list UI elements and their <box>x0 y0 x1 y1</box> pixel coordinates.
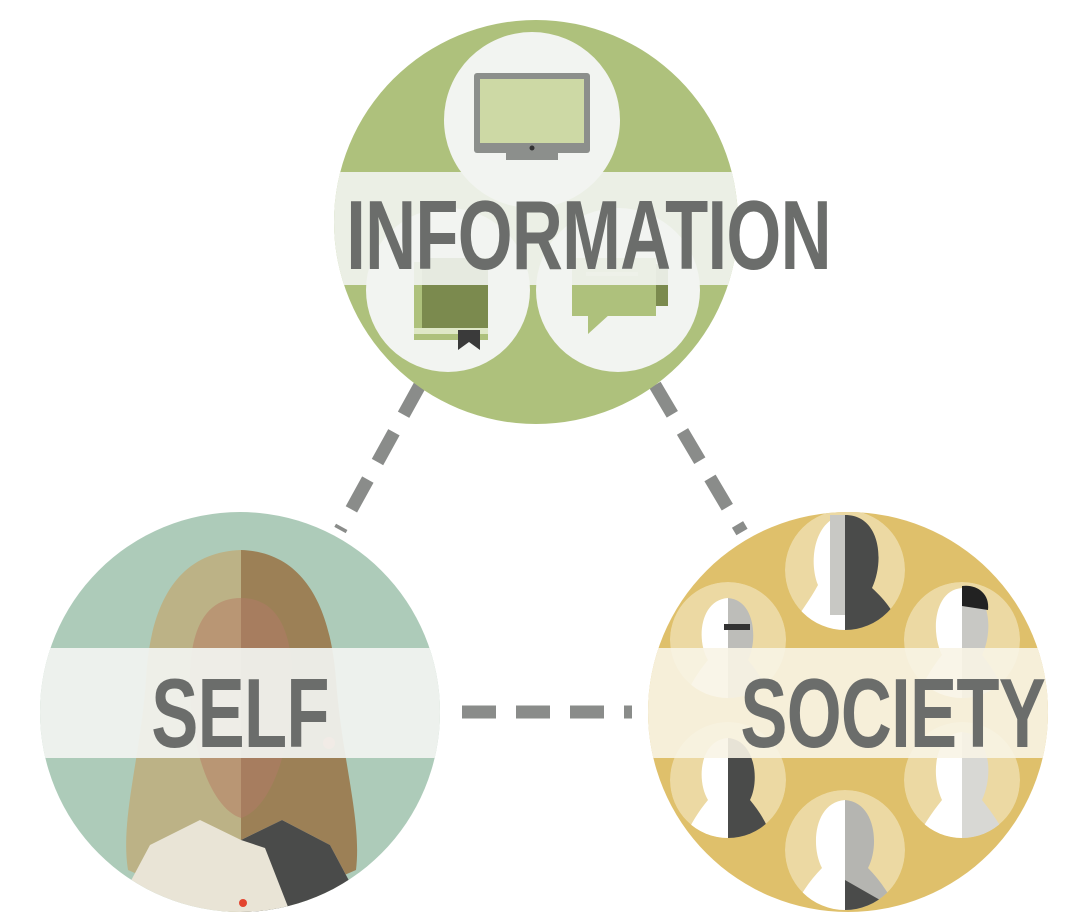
information-label: INFORMATION <box>346 180 831 290</box>
connector-information-self <box>334 381 426 534</box>
label-band <box>648 648 1048 758</box>
label-band <box>40 648 440 758</box>
connectors <box>334 381 748 719</box>
label-band <box>334 172 738 285</box>
self-label: SELF <box>151 658 329 768</box>
connector-information-society <box>649 381 748 536</box>
person-silhouette-icon <box>648 512 1048 910</box>
information-node <box>334 20 738 424</box>
society-node <box>648 512 1048 912</box>
woman-portrait-icon <box>40 550 440 912</box>
society-label: SOCIETY <box>740 658 1046 768</box>
monitor-icon <box>474 73 590 160</box>
self-node <box>40 512 440 912</box>
